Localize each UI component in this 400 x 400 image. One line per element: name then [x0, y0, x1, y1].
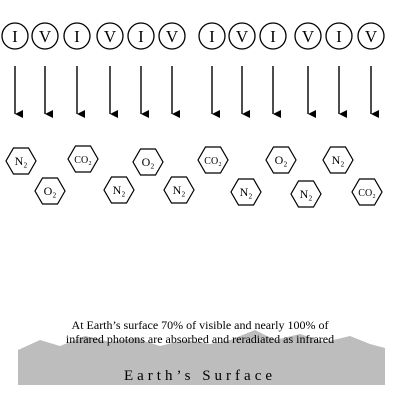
svg-text:N₂: N₂ [300, 187, 313, 201]
svg-text:O₂: O₂ [275, 153, 288, 167]
svg-text:V: V [302, 27, 315, 46]
photon-V: V [96, 22, 124, 50]
svg-text:V: V [166, 27, 179, 46]
molecule-co: CO₂ [67, 145, 99, 173]
svg-text:I: I [209, 27, 215, 46]
molecule-n: N₂ [163, 176, 195, 204]
molecule-co: CO₂ [351, 178, 383, 206]
svg-text:N₂: N₂ [15, 154, 28, 168]
molecule-o: O₂ [132, 148, 164, 176]
svg-text:V: V [236, 27, 249, 46]
photon-V: V [31, 22, 59, 50]
svg-text:N₂: N₂ [240, 185, 253, 199]
photon-V: V [228, 22, 256, 50]
molecule-o: O₂ [34, 177, 66, 205]
svg-text:I: I [74, 27, 80, 46]
svg-text:V: V [365, 27, 378, 46]
svg-text:O₂: O₂ [44, 184, 57, 198]
molecule-n: N₂ [290, 180, 322, 208]
photon-I: I [259, 22, 287, 50]
photon-I: I [127, 22, 155, 50]
molecule-n: N₂ [103, 176, 135, 204]
svg-text:I: I [270, 27, 276, 46]
molecule-field: N₂ O₂ CO₂ N₂ O₂ N₂ CO₂ N₂ O₂ N₂ N₂ CO₂ [5, 145, 383, 208]
svg-text:O₂: O₂ [142, 155, 155, 169]
photon-I: I [63, 22, 91, 50]
molecule-n: N₂ [5, 147, 37, 175]
svg-text:V: V [104, 27, 117, 46]
photon-I: I [198, 22, 226, 50]
svg-text:CO₂: CO₂ [74, 155, 91, 166]
photon-I: I [1, 22, 29, 50]
molecule-co: CO₂ [197, 146, 229, 174]
svg-text:N₂: N₂ [332, 153, 345, 167]
molecule-o: O₂ [265, 146, 297, 174]
molecule-n: N₂ [322, 146, 354, 174]
photon-V: V [294, 22, 322, 50]
svg-text:V: V [39, 27, 52, 46]
earth-surface-ground [18, 330, 385, 385]
photon-V: V [357, 22, 385, 50]
svg-text:I: I [138, 27, 144, 46]
earth-surface-label: Earth’s Surface [123, 368, 277, 384]
svg-text:N₂: N₂ [173, 183, 186, 197]
photon-I: I [325, 22, 353, 50]
photon-V: V [158, 22, 186, 50]
svg-text:CO₂: CO₂ [204, 156, 221, 167]
caption-line-2: infrared photons are absorbed and reradi… [65, 332, 335, 346]
svg-text:CO₂: CO₂ [358, 188, 375, 199]
svg-text:I: I [12, 27, 18, 46]
molecule-n: N₂ [230, 178, 262, 206]
photon-arrows [14, 66, 379, 118]
caption-line-1: At Earth’s surface 70% of visible and ne… [71, 318, 329, 332]
svg-text:I: I [336, 27, 342, 46]
svg-text:N₂: N₂ [113, 183, 126, 197]
